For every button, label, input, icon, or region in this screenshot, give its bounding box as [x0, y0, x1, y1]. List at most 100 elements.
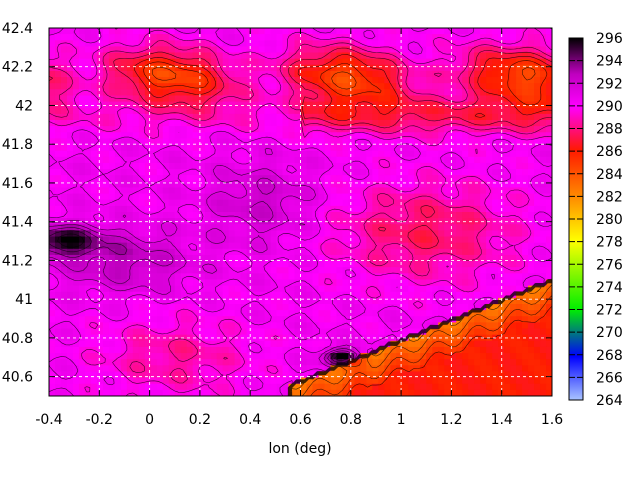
heatmap-cell — [348, 242, 355, 250]
heatmap-cell — [108, 248, 116, 256]
heatmap-cell — [264, 297, 272, 305]
heatmap-cell — [348, 193, 355, 201]
heatmap-cell — [504, 107, 511, 115]
heatmap-cell — [222, 310, 230, 317]
heatmap-cell — [216, 310, 224, 317]
heatmap-cell — [534, 261, 541, 268]
heatmap-cell — [114, 328, 122, 336]
heatmap-cell — [528, 224, 535, 231]
heatmap-cell — [264, 83, 272, 90]
heatmap-cell — [90, 144, 98, 152]
heatmap-cell — [252, 224, 260, 231]
heatmap-cell — [228, 236, 236, 244]
heatmap-cell — [192, 144, 200, 152]
heatmap-cell — [216, 365, 224, 373]
heatmap-cell — [366, 273, 373, 281]
heatmap-cell — [420, 377, 427, 385]
heatmap-cell — [114, 218, 122, 225]
heatmap-cell — [408, 101, 415, 109]
heatmap-cell — [216, 236, 224, 244]
heatmap-cell — [240, 101, 248, 109]
heatmap-cell — [90, 340, 98, 348]
heatmap-cell — [216, 40, 224, 47]
heatmap-cell — [84, 218, 92, 225]
heatmap-cell — [342, 113, 350, 121]
heatmap-cell — [498, 365, 505, 373]
heatmap-cell — [288, 126, 296, 133]
heatmap-cell — [228, 132, 236, 139]
heatmap-cell — [504, 101, 511, 109]
heatmap-cell — [114, 132, 122, 139]
heatmap-cell — [192, 132, 200, 139]
heatmap-cell — [234, 162, 242, 170]
heatmap-cell — [330, 34, 338, 41]
heatmap-cell — [282, 58, 290, 66]
heatmap-cell — [264, 28, 272, 35]
heatmap-cell — [108, 365, 116, 373]
heatmap-cell — [390, 365, 397, 373]
heatmap-cell — [78, 205, 86, 213]
heatmap-cell — [420, 310, 427, 317]
heatmap-cell — [444, 304, 451, 311]
heatmap-cell — [66, 322, 74, 330]
heatmap-cell — [414, 310, 421, 317]
heatmap-cell — [366, 199, 373, 207]
heatmap-cell — [192, 77, 200, 84]
heatmap-cell — [336, 353, 344, 360]
heatmap-cell — [204, 353, 212, 360]
heatmap-cell — [330, 267, 338, 274]
heatmap-cell — [66, 254, 74, 262]
heatmap-cell — [510, 28, 517, 35]
heatmap-cell — [282, 291, 290, 299]
heatmap-cell — [372, 40, 379, 47]
heatmap-cell — [192, 64, 200, 72]
heatmap-cell — [168, 120, 176, 127]
heatmap-cell — [390, 279, 397, 287]
heatmap-cell — [318, 353, 326, 360]
heatmap-cell — [180, 70, 188, 78]
heatmap-cell — [444, 273, 451, 281]
heatmap-cell — [84, 95, 92, 103]
heatmap-cell — [432, 297, 439, 305]
heatmap-cell — [258, 169, 266, 176]
heatmap-cell — [162, 70, 170, 78]
heatmap-cell — [336, 193, 344, 201]
heatmap-cell — [348, 359, 355, 366]
heatmap-cell — [234, 310, 242, 317]
heatmap-cell — [276, 304, 284, 311]
heatmap-cell — [66, 261, 74, 268]
heatmap-cell — [444, 285, 451, 293]
heatmap-cell — [252, 138, 260, 146]
heatmap-cell — [462, 144, 469, 152]
heatmap-cell — [270, 77, 278, 84]
heatmap-cell — [426, 377, 433, 385]
heatmap-cell — [462, 150, 469, 158]
heatmap-cell — [132, 242, 140, 250]
heatmap-cell — [408, 28, 415, 35]
heatmap-cell — [240, 34, 248, 41]
heatmap-cell — [468, 248, 475, 256]
heatmap-cell — [546, 353, 552, 360]
heatmap-cell — [516, 181, 523, 189]
heatmap-cell — [426, 205, 433, 213]
heatmap-cell — [228, 58, 236, 66]
heatmap-cell — [174, 304, 182, 311]
heatmap-cell — [522, 77, 529, 84]
heatmap-cell — [462, 242, 469, 250]
heatmap-cell — [450, 291, 457, 299]
heatmap-cell — [84, 132, 92, 139]
heatmap-cell — [354, 205, 361, 213]
heatmap-cell — [84, 46, 92, 54]
heatmap-cell — [438, 279, 445, 287]
heatmap-cell — [168, 291, 176, 299]
heatmap-cell — [282, 77, 290, 84]
heatmap-cell — [252, 181, 260, 189]
heatmap-cell — [462, 304, 469, 311]
heatmap-cell — [264, 58, 272, 66]
heatmap-cell — [516, 83, 523, 90]
heatmap-cell — [270, 138, 278, 146]
heatmap-cell — [318, 126, 326, 133]
heatmap-cell — [186, 279, 194, 287]
heatmap-cell — [402, 46, 409, 54]
heatmap-cell — [300, 181, 308, 189]
